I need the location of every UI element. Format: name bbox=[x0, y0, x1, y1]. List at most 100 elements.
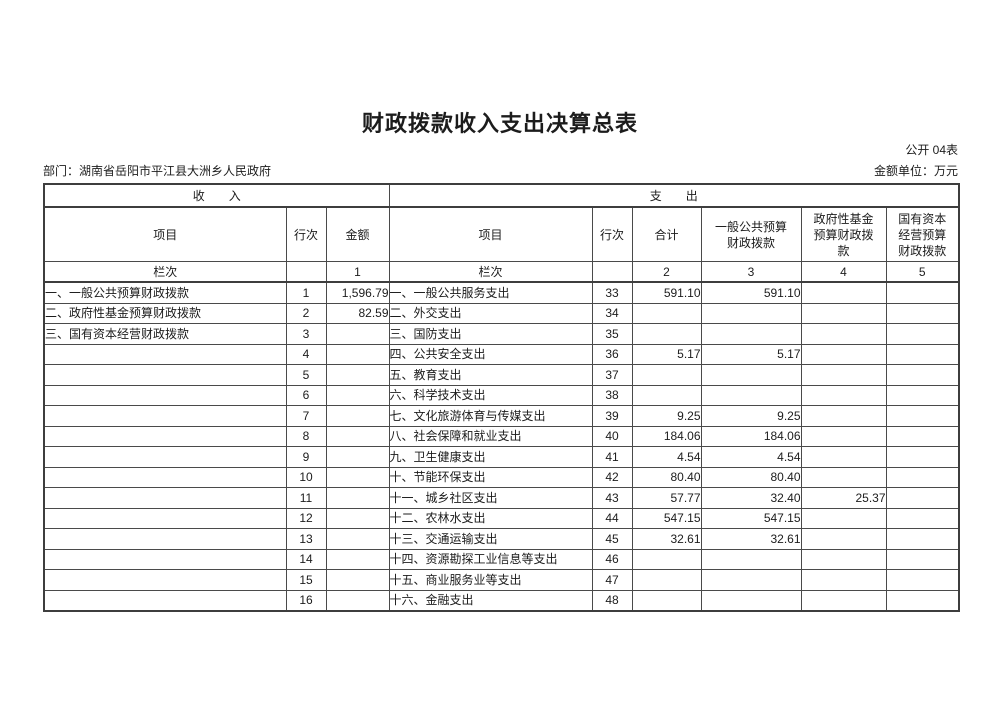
col-header-total: 合计 bbox=[631, 206, 702, 262]
table-row: 三、国有资本经营财政拨款 3 三、国防支出 35 bbox=[43, 323, 960, 345]
income-amount-cell bbox=[325, 589, 390, 612]
income-column-index-label: 栏次 bbox=[43, 261, 287, 283]
col-header-expense-item: 项目 bbox=[388, 206, 593, 262]
income-amount-cell bbox=[325, 425, 390, 447]
income-amount-cell bbox=[325, 466, 390, 488]
expense-section-header: 支 出 bbox=[388, 183, 960, 208]
expense-line-cell: 34 bbox=[591, 302, 633, 324]
table-row: 12 十二、农林水支出 44 547.15 547.15 bbox=[43, 507, 960, 529]
expense-item-cell: 四、公共安全支出 bbox=[388, 343, 593, 365]
income-item-cell bbox=[43, 405, 287, 427]
gov-fund-cell bbox=[800, 589, 887, 612]
col-header-general-budget: 一般公共预算财政拨款 bbox=[700, 206, 802, 262]
expense-item-cell: 十三、交通运输支出 bbox=[388, 528, 593, 550]
income-item-cell bbox=[43, 589, 287, 612]
general-budget-cell bbox=[700, 548, 802, 570]
state-capital-cell bbox=[885, 589, 960, 612]
income-line-index-blank bbox=[285, 261, 327, 283]
expense-item-cell: 八、社会保障和就业支出 bbox=[388, 425, 593, 447]
total-cell: 5.17 bbox=[631, 343, 702, 365]
expense-item-cell: 二、外交支出 bbox=[388, 302, 593, 324]
income-line-cell: 4 bbox=[285, 343, 327, 365]
table-row: 7 七、文化旅游体育与传媒支出 39 9.25 9.25 bbox=[43, 405, 960, 427]
income-line-cell: 3 bbox=[285, 323, 327, 345]
total-cell bbox=[631, 548, 702, 570]
gov-fund-cell bbox=[800, 548, 887, 570]
general-budget-cell bbox=[700, 569, 802, 591]
income-item-cell bbox=[43, 548, 287, 570]
general-budget-cell: 4.54 bbox=[700, 446, 802, 468]
expense-line-cell: 42 bbox=[591, 466, 633, 488]
column-index-row: 栏次 1 栏次 2 3 4 5 bbox=[43, 261, 960, 283]
income-amount-cell bbox=[325, 446, 390, 468]
income-line-cell: 14 bbox=[285, 548, 327, 570]
expense-line-cell: 47 bbox=[591, 569, 633, 591]
table-row: 二、政府性基金预算财政拨款 2 82.59 二、外交支出 34 bbox=[43, 302, 960, 324]
general-budget-cell: 591.10 bbox=[700, 281, 802, 304]
income-item-cell bbox=[43, 446, 287, 468]
gov-fund-cell bbox=[800, 528, 887, 550]
income-line-cell: 1 bbox=[285, 281, 327, 304]
expense-line-cell: 36 bbox=[591, 343, 633, 365]
expense-item-cell: 六、科学技术支出 bbox=[388, 384, 593, 406]
table-row: 14 十四、资源勘探工业信息等支出 46 bbox=[43, 548, 960, 570]
expense-item-cell: 十四、资源勘探工业信息等支出 bbox=[388, 548, 593, 570]
total-cell: 57.77 bbox=[631, 487, 702, 509]
gov-fund-cell bbox=[800, 405, 887, 427]
col-header-gov-fund: 政府性基金预算财政拨款 bbox=[800, 206, 887, 262]
expense-item-cell: 九、卫生健康支出 bbox=[388, 446, 593, 468]
income-item-cell: 二、政府性基金预算财政拨款 bbox=[43, 302, 287, 324]
total-cell: 80.40 bbox=[631, 466, 702, 488]
income-item-cell bbox=[43, 364, 287, 386]
state-capital-cell bbox=[885, 281, 960, 304]
col-header-income-line: 行次 bbox=[285, 206, 327, 262]
total-cell bbox=[631, 589, 702, 612]
table-row: 11 十一、城乡社区支出 43 57.77 32.40 25.37 bbox=[43, 487, 960, 509]
general-budget-cell: 5.17 bbox=[700, 343, 802, 365]
income-item-cell bbox=[43, 343, 287, 365]
column-index-5: 5 bbox=[885, 261, 960, 283]
income-line-cell: 8 bbox=[285, 425, 327, 447]
department-label: 部门：湖南省岳阳市平江县大洲乡人民政府 bbox=[43, 164, 272, 178]
total-cell bbox=[631, 384, 702, 406]
expense-column-index-label: 栏次 bbox=[388, 261, 593, 283]
table-row: 8 八、社会保障和就业支出 40 184.06 184.06 bbox=[43, 425, 960, 447]
income-amount-cell bbox=[325, 343, 390, 365]
total-cell bbox=[631, 364, 702, 386]
table-row: 6 六、科学技术支出 38 bbox=[43, 384, 960, 406]
income-item-cell bbox=[43, 569, 287, 591]
state-capital-cell bbox=[885, 528, 960, 550]
table-row: 9 九、卫生健康支出 41 4.54 4.54 bbox=[43, 446, 960, 468]
total-cell: 184.06 bbox=[631, 425, 702, 447]
total-cell: 9.25 bbox=[631, 405, 702, 427]
col-header-expense-line: 行次 bbox=[591, 206, 633, 262]
income-item-cell bbox=[43, 466, 287, 488]
income-line-cell: 13 bbox=[285, 528, 327, 550]
expense-item-cell: 一、一般公共服务支出 bbox=[388, 281, 593, 304]
expense-item-cell: 七、文化旅游体育与传媒支出 bbox=[388, 405, 593, 427]
expense-line-cell: 33 bbox=[591, 281, 633, 304]
table-row: 一、一般公共预算财政拨款 1 1,596.79 一、一般公共服务支出 33 591.10 5… bbox=[43, 281, 960, 304]
income-item-cell bbox=[43, 384, 287, 406]
expense-item-cell: 三、国防支出 bbox=[388, 323, 593, 345]
form-code-label: 公开 04表 bbox=[905, 143, 958, 157]
expense-line-cell: 40 bbox=[591, 425, 633, 447]
income-item-cell: 一、一般公共预算财政拨款 bbox=[43, 281, 287, 304]
gov-fund-cell bbox=[800, 323, 887, 345]
state-capital-cell bbox=[885, 507, 960, 529]
gov-fund-cell bbox=[800, 302, 887, 324]
gov-fund-cell bbox=[800, 384, 887, 406]
page-title: 财政拨款收入支出决算总表 bbox=[361, 111, 638, 136]
expense-line-cell: 41 bbox=[591, 446, 633, 468]
table-row: 5 五、教育支出 37 bbox=[43, 364, 960, 386]
general-budget-cell bbox=[700, 302, 802, 324]
income-line-cell: 2 bbox=[285, 302, 327, 324]
table-row: 13 十三、交通运输支出 45 32.61 32.61 bbox=[43, 528, 960, 550]
income-amount-cell bbox=[325, 487, 390, 509]
column-index-1: 1 bbox=[325, 261, 390, 283]
income-item-cell bbox=[43, 507, 287, 529]
income-section-header: 收 入 bbox=[43, 183, 390, 208]
column-header-row: 项目 行次 金额 项目 行次 合计 一般公共预算财政拨款 政府性基金预算财政拨款… bbox=[43, 206, 960, 262]
state-capital-cell bbox=[885, 466, 960, 488]
